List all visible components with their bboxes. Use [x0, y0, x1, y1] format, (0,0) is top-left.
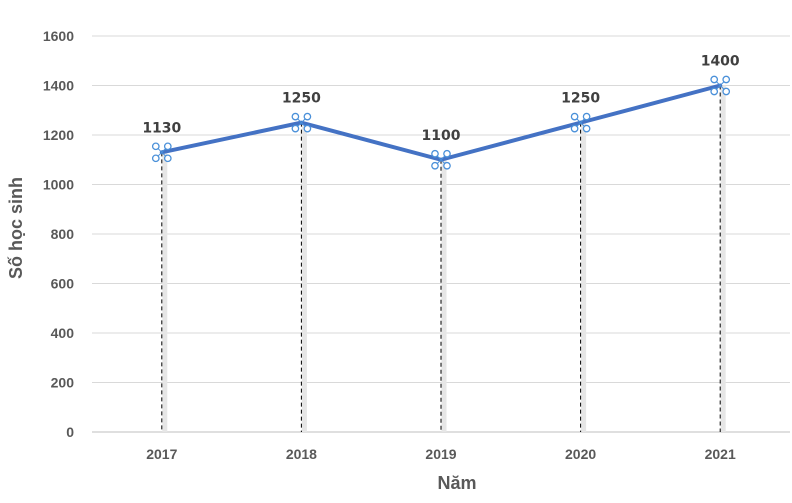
y-tick-label: 0: [66, 424, 74, 440]
y-tick-label: 800: [51, 226, 75, 242]
x-axis-title: Năm: [437, 473, 476, 493]
data-point: [151, 142, 172, 163]
marker-handle-dot: [722, 87, 731, 96]
data-label: 1250: [561, 91, 600, 107]
marker-handle-dot: [291, 124, 300, 133]
marker-handle-dot: [443, 161, 451, 170]
x-tick-label: 2021: [705, 446, 736, 462]
data-point: [570, 112, 591, 133]
x-tick-label: 2019: [425, 446, 456, 462]
marker-handle-dot: [710, 75, 719, 84]
marker-handle-dot: [570, 112, 579, 121]
x-tick-label: 2018: [286, 446, 317, 462]
marker-handle-dot: [722, 75, 731, 84]
marker-handle-dot: [582, 112, 591, 121]
marker-handle-dot: [163, 154, 172, 163]
marker-handle-dot: [291, 112, 300, 121]
data-point: [291, 112, 312, 133]
data-label: 1400: [701, 54, 740, 70]
marker-handle-dot: [163, 142, 172, 151]
data-label: 1250: [282, 91, 321, 107]
y-tick-label: 600: [51, 276, 75, 292]
x-tick-label: 2017: [146, 446, 177, 462]
y-tick-label: 200: [51, 375, 75, 391]
data-markers: [151, 75, 731, 170]
marker-handle-dot: [303, 124, 312, 133]
y-tick-label: 400: [51, 325, 75, 341]
y-tick-label: 1200: [43, 127, 74, 143]
marker-handle-dot: [710, 87, 719, 96]
x-axis-ticks: 2017 2018 2019 2020 2021: [146, 446, 736, 462]
data-point: [431, 149, 451, 170]
data-label: 1100: [422, 128, 461, 144]
marker-handle-dot: [443, 149, 451, 158]
y-tick-label: 1400: [43, 78, 74, 94]
data-labels: 1130 1250 1100 1250 1400: [142, 54, 740, 144]
y-tick-label: 1000: [43, 177, 74, 193]
marker-handle-dot: [582, 124, 591, 133]
y-axis-ticks: 0 200 400 600 800 1000 1200 1400 1600: [43, 28, 74, 440]
marker-handle-dot: [151, 154, 160, 163]
series-polyline: [159, 83, 723, 162]
marker-handle-dot: [431, 149, 439, 158]
marker-handle-dot: [303, 112, 312, 121]
data-label: 1130: [142, 120, 181, 136]
marker-handle-dot: [431, 161, 439, 170]
y-axis-title: Số học sinh: [6, 177, 26, 279]
marker-handle-dot: [570, 124, 579, 133]
data-point: [710, 75, 731, 96]
series-line: [159, 83, 723, 162]
drop-lines: [161, 85, 726, 432]
y-tick-label: 1600: [43, 28, 74, 44]
marker-handle-dot: [151, 142, 160, 151]
x-tick-label: 2020: [565, 446, 596, 462]
